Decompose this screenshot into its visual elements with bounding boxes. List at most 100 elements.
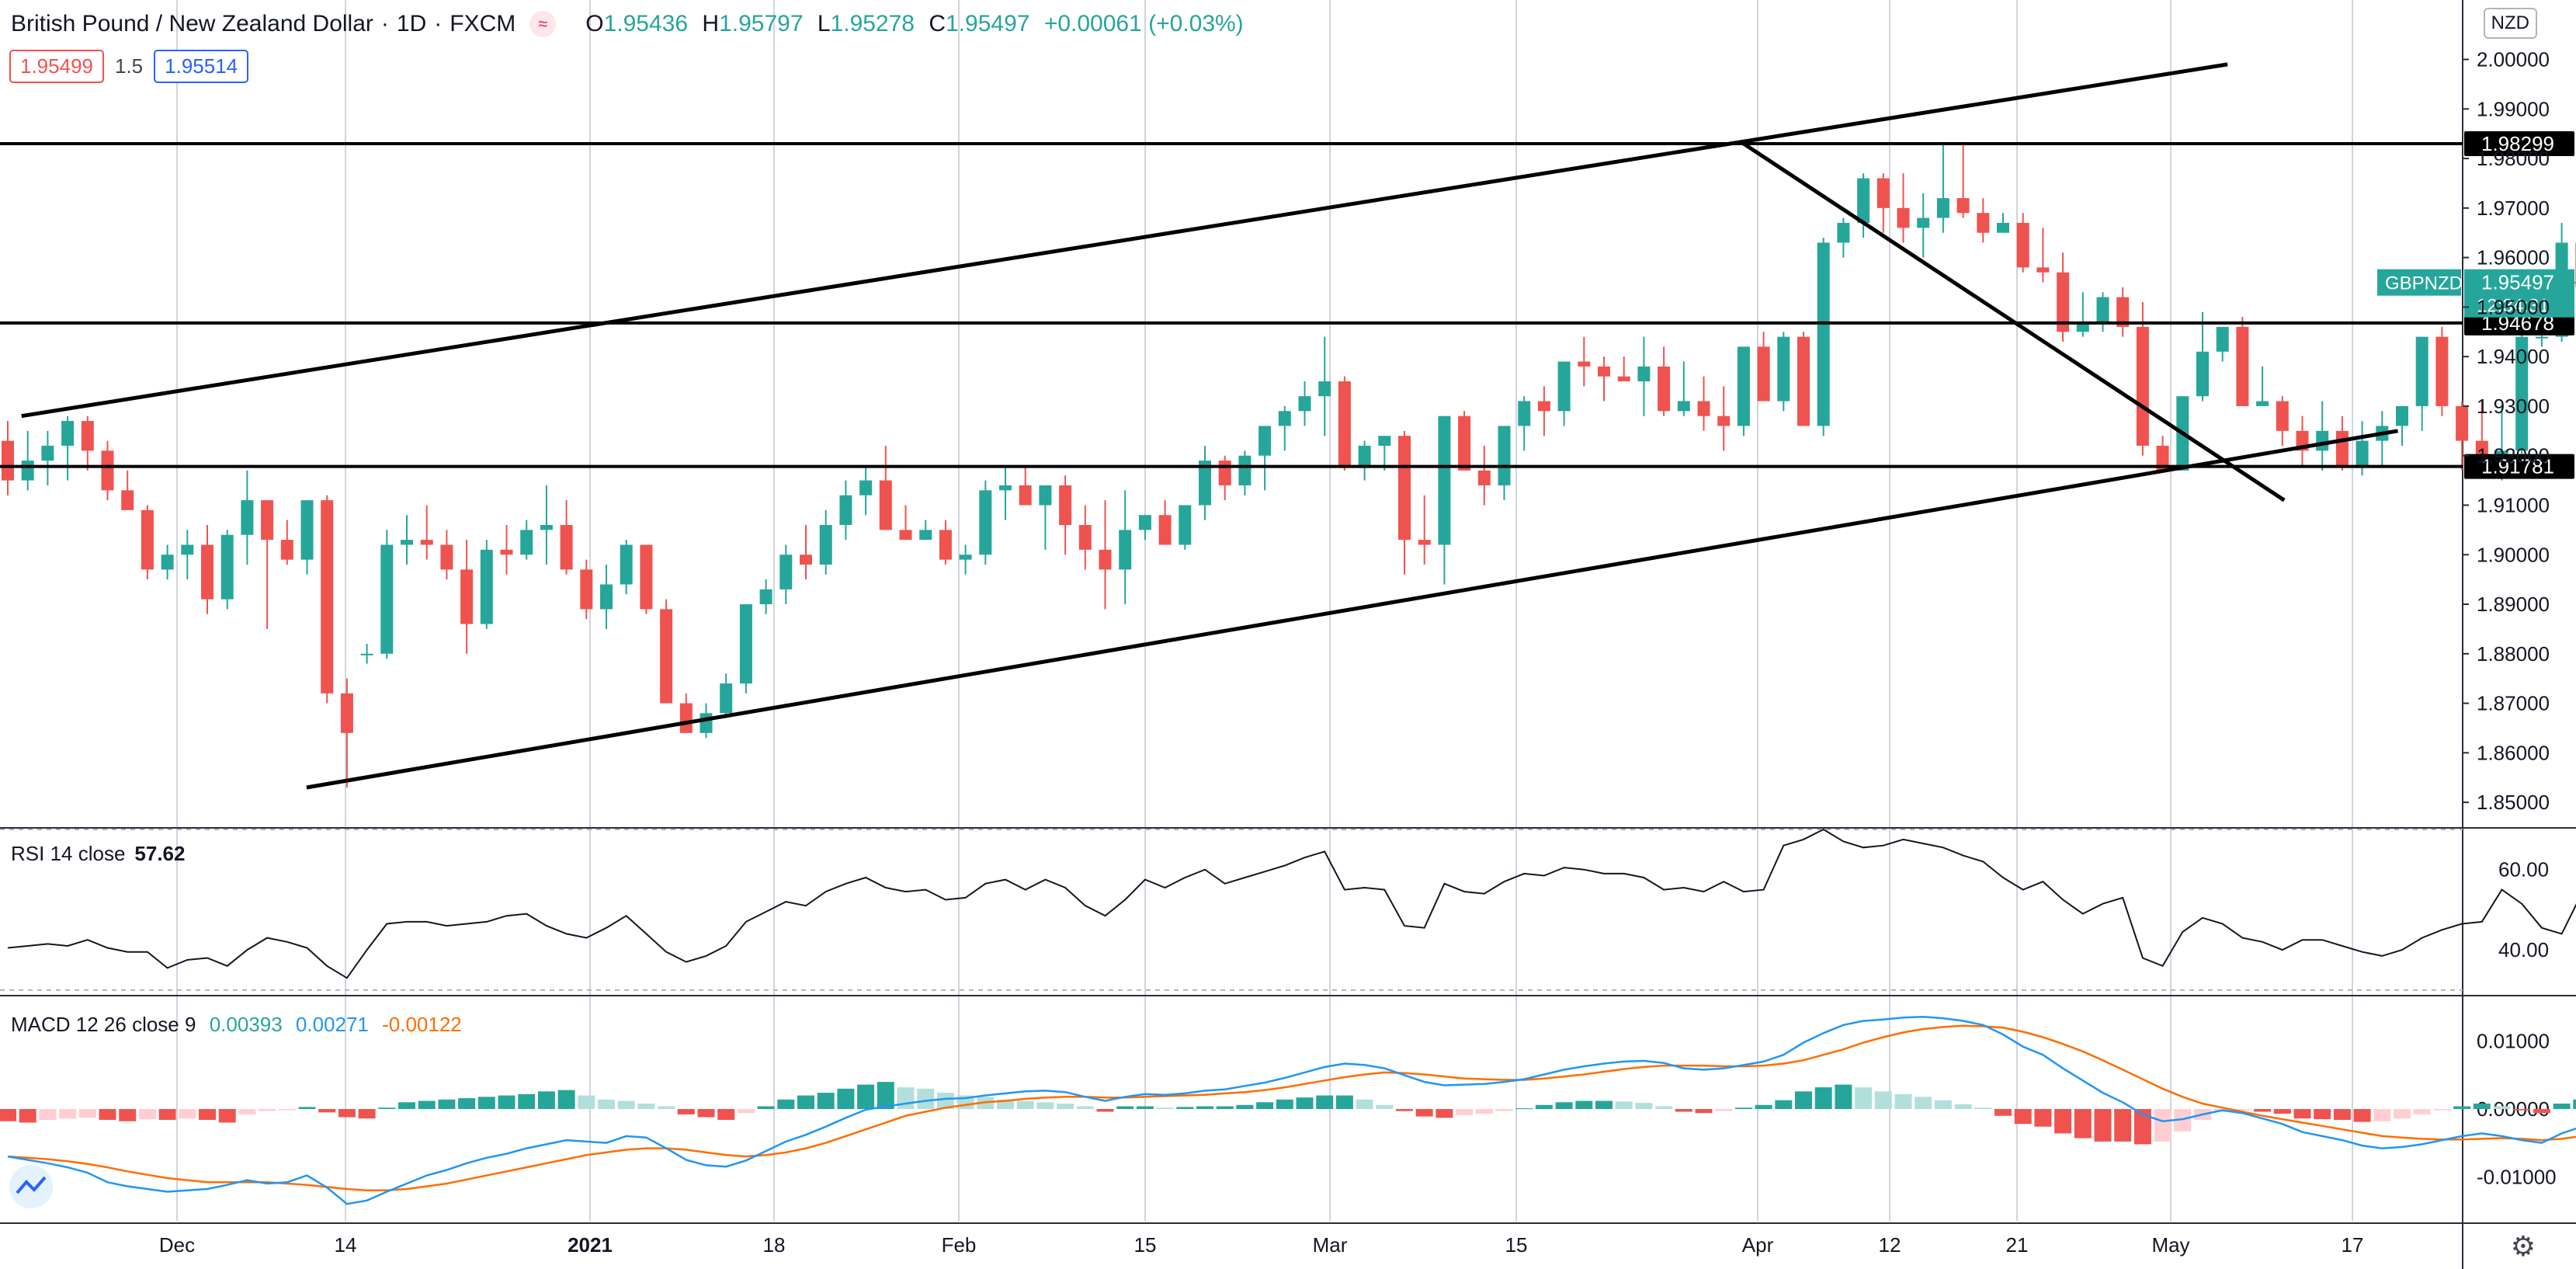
candle-body: [919, 530, 932, 541]
x-tick-label: Apr: [1742, 1233, 1774, 1257]
macd-histogram-bar: [737, 1109, 755, 1114]
symbol-title[interactable]: British Pound / New Zealand Dollar: [11, 11, 373, 37]
ask-button[interactable]: 1.95514: [154, 50, 249, 83]
candle-body: [1498, 426, 1511, 485]
macd-histogram-bar: [936, 1093, 954, 1109]
candle-body: [1199, 461, 1211, 506]
macd-histogram-bar: [2473, 1104, 2491, 1109]
ohlc-values: O1.95436 H1.95797 L1.95278 C1.95497 +0.0…: [585, 11, 1244, 37]
macd-histogram-bar: [1535, 1104, 1553, 1109]
macd-histogram-bar: [817, 1093, 835, 1109]
interval-label[interactable]: 1D: [396, 11, 427, 37]
candle-body: [679, 703, 693, 733]
macd-histogram-bar: [1715, 1109, 1733, 1111]
candle-body: [1658, 366, 1671, 412]
level-price-label: 1.98299: [2481, 132, 2554, 155]
x-tick-label: 15: [1134, 1233, 1157, 1257]
y-tick-label: 1.96000: [2477, 246, 2550, 269]
macd-histogram-bar: [557, 1090, 575, 1109]
candle-body: [1537, 401, 1550, 412]
candle-body: [1797, 336, 1810, 426]
macd-histogram-bar: [458, 1098, 476, 1109]
histogram-value: -0.00122: [382, 1013, 462, 1036]
gear-icon[interactable]: ⚙: [2510, 1230, 2536, 1262]
macd-histogram-bar: [1734, 1107, 1752, 1109]
macd-histogram-bar: [2433, 1109, 2451, 1111]
candle-body: [1917, 217, 1930, 228]
candle-body: [360, 653, 373, 655]
macd-histogram-bar: [1675, 1109, 1692, 1112]
macd-histogram-bar: [2054, 1109, 2072, 1134]
macd-histogram-bar: [318, 1109, 336, 1113]
candle-body: [959, 555, 972, 560]
candle-body: [1059, 485, 1072, 525]
macd-histogram-bar: [2373, 1109, 2391, 1121]
macd-histogram-bar: [259, 1109, 276, 1111]
candle-body: [241, 500, 254, 535]
macd-histogram-bar: [2034, 1109, 2052, 1127]
y-tick-label: 1.91000: [2477, 493, 2550, 516]
open-value: 1.95436: [603, 11, 689, 37]
bid-button[interactable]: 1.95499: [9, 50, 104, 83]
macd-histogram-bar: [1256, 1102, 1274, 1109]
macd-histogram-bar: [1236, 1104, 1254, 1109]
macd-histogram-bar: [1276, 1099, 1293, 1109]
macd-histogram-bar: [2353, 1109, 2371, 1122]
macd-histogram-bar: [1835, 1084, 1852, 1109]
macd-histogram-bar: [438, 1099, 456, 1109]
candle-body: [261, 500, 274, 541]
y-tick-label: 1.87000: [2477, 692, 2550, 715]
macd-histogram-bar: [2314, 1109, 2331, 1120]
candle-body: [1158, 515, 1172, 545]
macd-histogram-bar: [1894, 1093, 1912, 1109]
candle-body: [1418, 540, 1431, 545]
y-tick-label: 1.94000: [2477, 345, 2550, 368]
macd-histogram-bar: [179, 1109, 196, 1119]
candle-body: [1757, 346, 1770, 402]
macd-histogram-bar: [2174, 1109, 2192, 1132]
hide-icon[interactable]: ≈: [529, 11, 557, 37]
macd-histogram-bar: [1795, 1091, 1812, 1109]
macd-histogram-bar: [1814, 1087, 1832, 1109]
macd-histogram-bar: [697, 1109, 715, 1118]
bid-ask-panel: 1.95499 1.5 1.95514: [9, 50, 249, 83]
macd-histogram-bar: [757, 1106, 775, 1109]
candle-body: [61, 421, 75, 446]
x-tick-label: Dec: [159, 1233, 195, 1257]
candle-body: [1218, 461, 1231, 485]
macd-legend[interactable]: MACD 12 26 close 9 0.00393 0.00271 -0.00…: [11, 1013, 462, 1037]
rsi-legend[interactable]: RSI 14 close 57.62: [11, 842, 185, 866]
macd-histogram-bar: [1575, 1100, 1593, 1109]
macd-histogram-bar: [418, 1100, 436, 1109]
symbol-tag-label: GBPNZD: [2385, 273, 2463, 294]
candle-body: [999, 485, 1012, 491]
candle-body: [2057, 272, 2070, 332]
symbol-header[interactable]: British Pound / New Zealand Dollar · 1D …: [11, 11, 1244, 37]
macd-histogram-bar: [2553, 1104, 2571, 1109]
macd-histogram-bar: [2453, 1106, 2471, 1109]
y-tick-label: 1.99000: [2477, 97, 2550, 120]
candle-body: [1997, 222, 2009, 233]
candle-body: [899, 530, 912, 541]
candle-body: [1857, 178, 1870, 223]
candle-body: [2356, 440, 2369, 466]
candle-body: [141, 509, 154, 570]
candle-body: [2196, 351, 2209, 397]
candle-body: [2456, 405, 2469, 441]
macd-histogram-bar: [837, 1088, 855, 1109]
candle-body: [520, 530, 533, 555]
macd-histogram-bar: [2413, 1109, 2431, 1114]
candle-body: [81, 421, 94, 451]
macd-histogram-bar: [2513, 1109, 2531, 1111]
macd-histogram-bar: [39, 1109, 57, 1120]
macd-histogram-bar: [797, 1095, 814, 1109]
macd-histogram-bar: [658, 1106, 675, 1109]
y-tick-label: 1.95000: [2477, 295, 2550, 318]
countdown-label: 12:34:31: [2477, 296, 2549, 317]
currency-badge[interactable]: NZD: [2483, 8, 2537, 39]
candle-body: [181, 544, 194, 555]
high-value: 1.95797: [719, 11, 804, 37]
